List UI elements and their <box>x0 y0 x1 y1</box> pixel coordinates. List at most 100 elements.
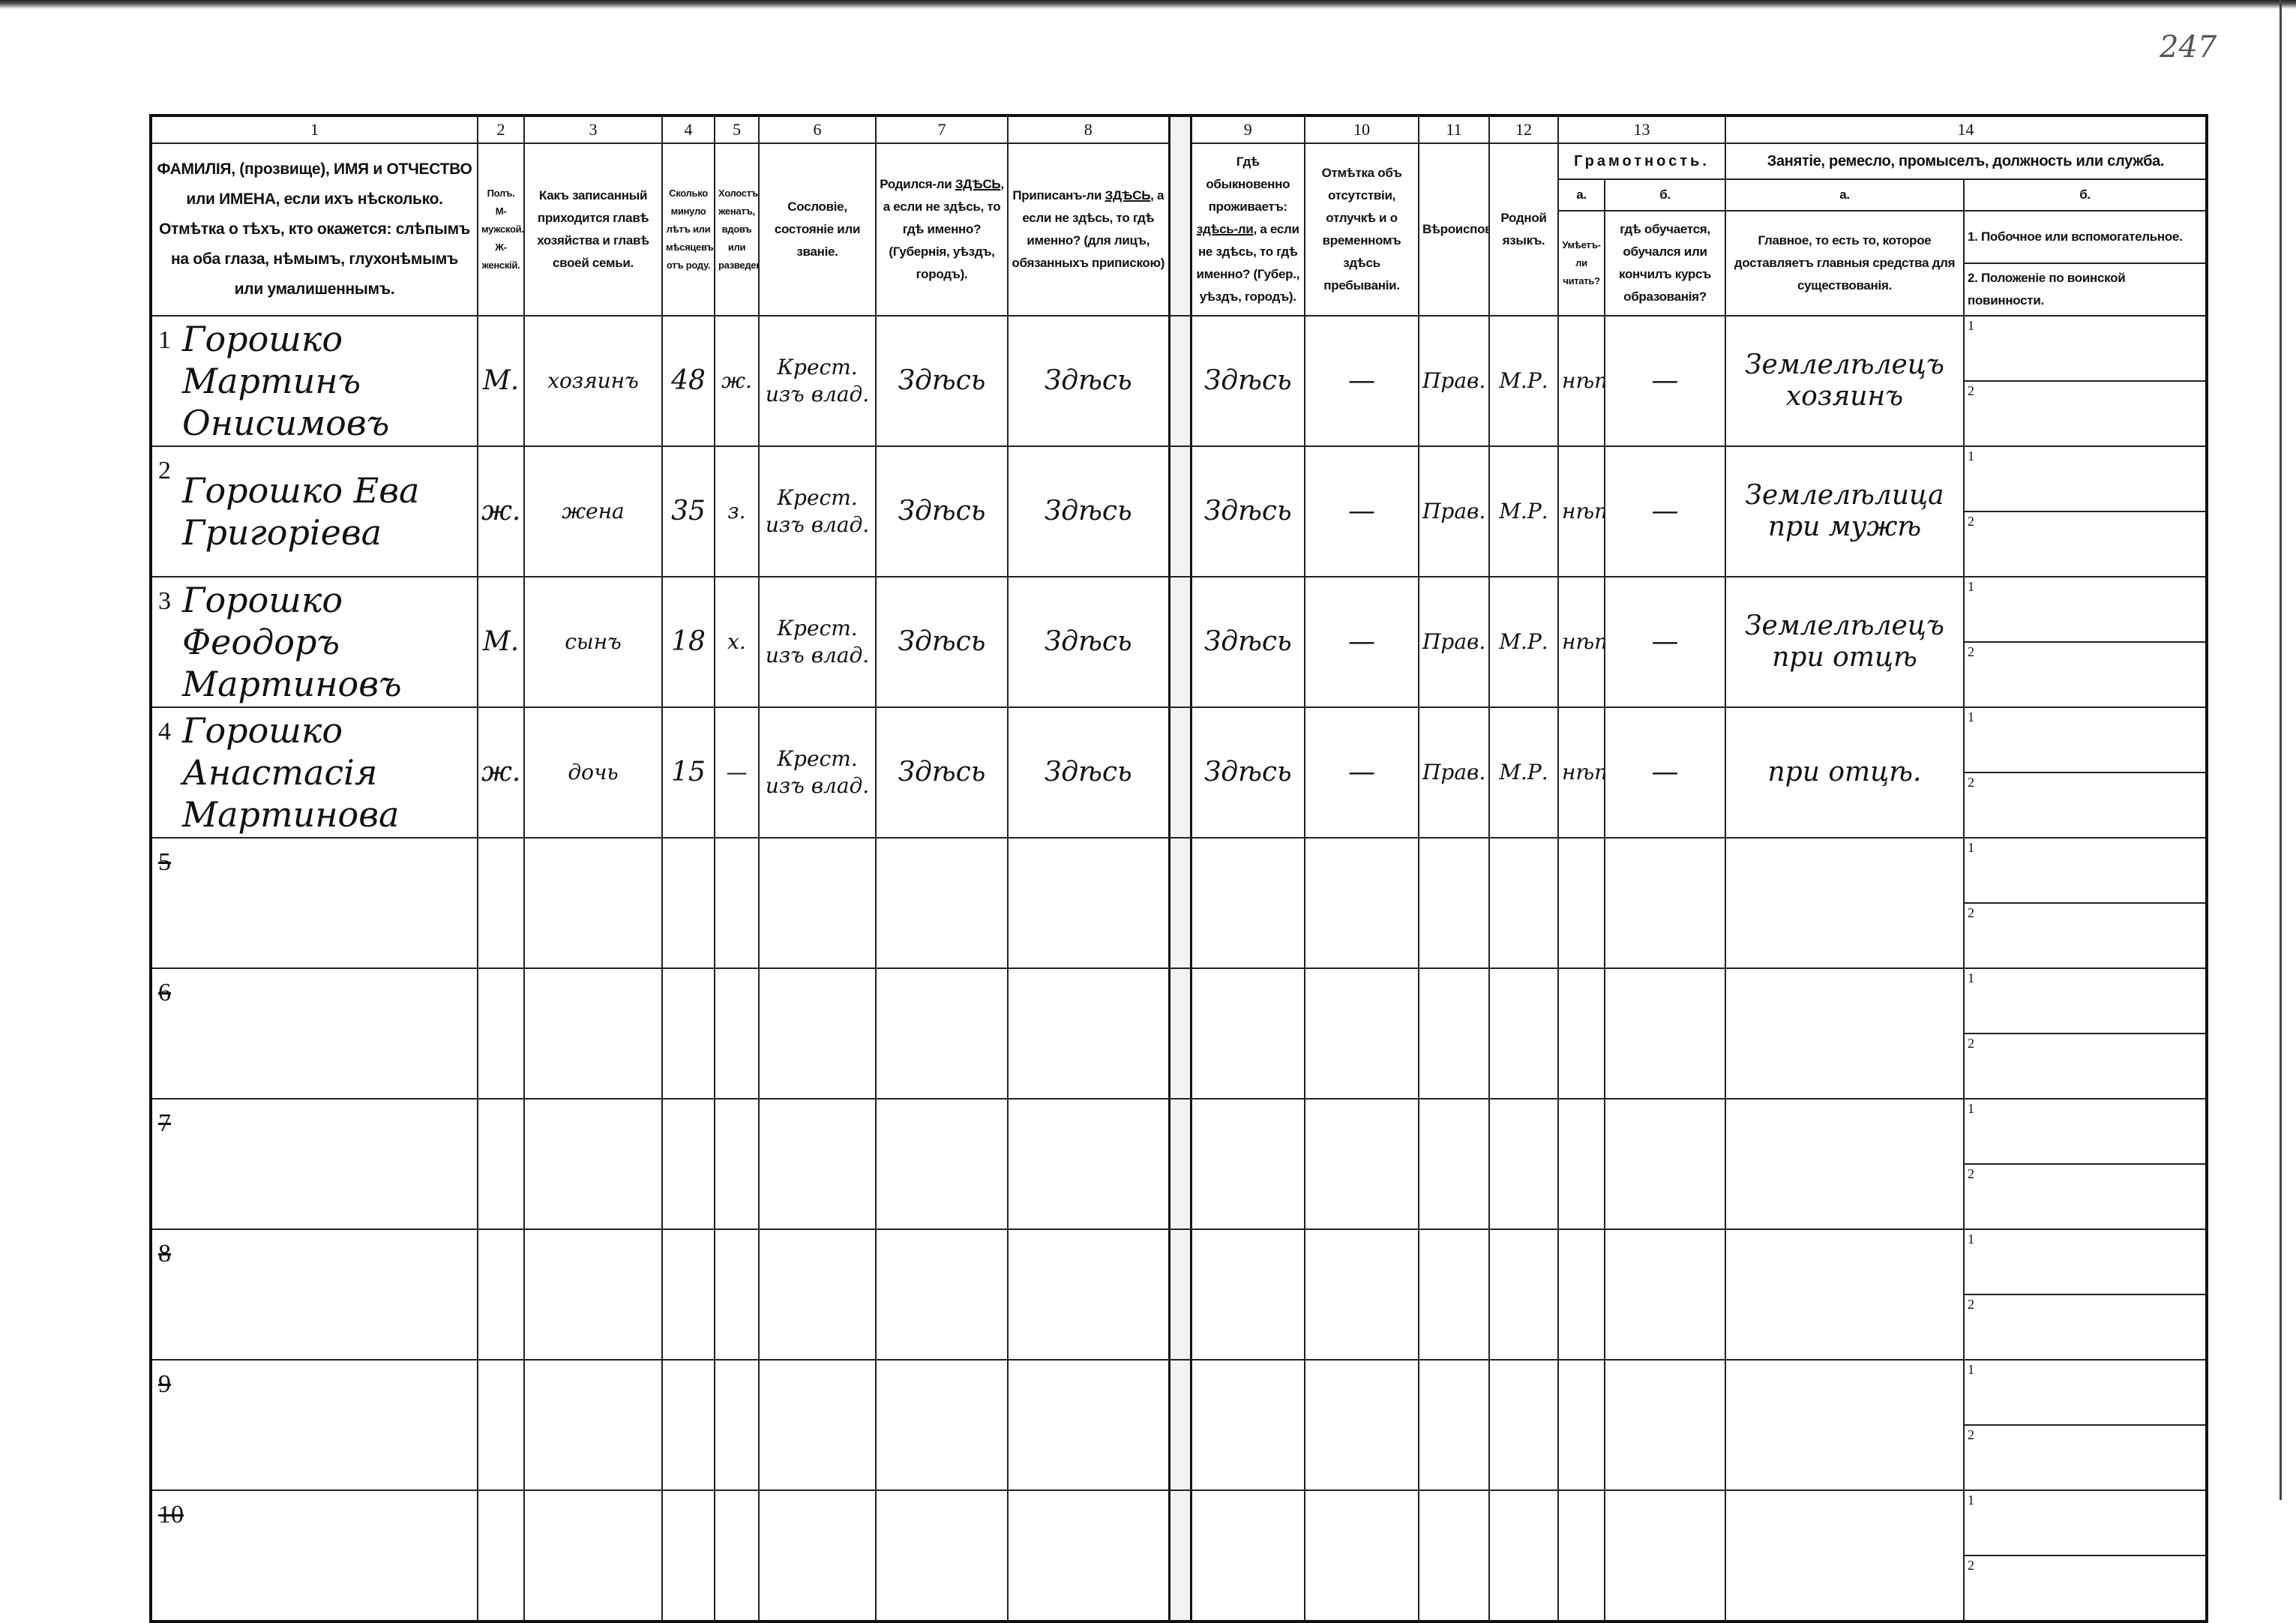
relation-cell[interactable] <box>523 1098 663 1230</box>
age-cell[interactable] <box>661 1359 715 1491</box>
military-status-cell[interactable]: 2 <box>1963 902 2208 969</box>
resides-cell[interactable]: Здѣсь <box>1190 576 1305 708</box>
estate-cell[interactable] <box>758 837 877 969</box>
absence-cell[interactable]: — <box>1304 446 1419 578</box>
sex-cell[interactable] <box>477 968 525 1100</box>
literate-cell[interactable] <box>1557 1098 1605 1230</box>
estate-cell[interactable]: Крест. изъ влад. <box>758 315 877 447</box>
sex-cell[interactable] <box>477 837 525 969</box>
language-cell[interactable]: М.Р. <box>1488 446 1559 578</box>
literate-cell[interactable]: нѣтъ <box>1557 576 1605 708</box>
born-cell[interactable]: Здѣсь <box>875 315 1009 447</box>
registered-cell[interactable] <box>1007 1359 1170 1491</box>
absence-cell[interactable] <box>1304 1359 1419 1491</box>
relation-cell[interactable]: жена <box>523 446 663 578</box>
occupation-cell[interactable] <box>1725 968 1965 1100</box>
secondary-occupation-cell[interactable]: 1 <box>1963 446 2208 512</box>
language-cell[interactable]: М.Р. <box>1488 706 1559 838</box>
religion-cell[interactable]: Прав. <box>1418 706 1490 838</box>
sex-cell[interactable] <box>477 1228 525 1360</box>
estate-cell[interactable]: Крест. изъ влад. <box>758 446 877 578</box>
education-cell[interactable] <box>1604 837 1726 969</box>
marital-cell[interactable] <box>714 1359 760 1491</box>
relation-cell[interactable] <box>523 1359 663 1491</box>
marital-cell[interactable]: ж. <box>714 315 760 447</box>
resides-cell[interactable] <box>1190 1359 1305 1491</box>
literate-cell[interactable] <box>1557 968 1605 1100</box>
estate-cell[interactable]: Крест. изъ влад. <box>758 576 877 708</box>
occupation-cell[interactable]: Землелѣлецъ при отцѣ <box>1725 576 1965 708</box>
registered-cell[interactable]: Здѣсь <box>1007 576 1170 708</box>
occupation-cell[interactable] <box>1725 1098 1965 1230</box>
secondary-occupation-cell[interactable]: 1 <box>1963 315 2208 382</box>
education-cell[interactable]: — <box>1604 576 1726 708</box>
sex-cell[interactable]: М. <box>477 315 525 447</box>
religion-cell[interactable]: Прав. <box>1418 576 1490 708</box>
occupation-cell[interactable]: Землелѣлица при мужѣ <box>1725 446 1965 578</box>
born-cell[interactable] <box>875 968 1009 1100</box>
name-cell[interactable]: 1 Горошко Мартинъ Онисимовъ <box>150 315 478 447</box>
military-status-cell[interactable]: 2 <box>1963 1163 2208 1230</box>
secondary-occupation-cell[interactable]: 1 <box>1963 706 2208 773</box>
secondary-occupation-cell[interactable]: 1 <box>1963 576 2208 643</box>
resides-cell[interactable]: Здѣсь <box>1190 446 1305 578</box>
born-cell[interactable]: Здѣсь <box>875 706 1009 838</box>
language-cell[interactable] <box>1488 1228 1559 1360</box>
age-cell[interactable] <box>661 837 715 969</box>
sex-cell[interactable]: ж. <box>477 706 525 838</box>
sex-cell[interactable]: М. <box>477 576 525 708</box>
marital-cell[interactable] <box>714 968 760 1100</box>
born-cell[interactable] <box>875 837 1009 969</box>
secondary-occupation-cell[interactable]: 1 <box>1963 1490 2208 1556</box>
sex-cell[interactable]: ж. <box>477 446 525 578</box>
estate-cell[interactable] <box>758 1228 877 1360</box>
language-cell[interactable] <box>1488 1359 1559 1491</box>
relation-cell[interactable]: сынъ <box>523 576 663 708</box>
military-status-cell[interactable]: 2 <box>1963 641 2208 708</box>
education-cell[interactable] <box>1604 1359 1726 1491</box>
marital-cell[interactable] <box>714 1490 760 1622</box>
estate-cell[interactable] <box>758 1359 877 1491</box>
sex-cell[interactable] <box>477 1359 525 1491</box>
marital-cell[interactable] <box>714 837 760 969</box>
absence-cell[interactable]: — <box>1304 576 1419 708</box>
language-cell[interactable]: М.Р. <box>1488 576 1559 708</box>
registered-cell[interactable] <box>1007 1228 1170 1360</box>
language-cell[interactable]: М.Р. <box>1488 315 1559 447</box>
religion-cell[interactable] <box>1418 1490 1490 1622</box>
resides-cell[interactable]: Здѣсь <box>1190 706 1305 838</box>
age-cell[interactable] <box>661 1228 715 1360</box>
name-cell[interactable]: 10 <box>150 1490 478 1622</box>
name-cell[interactable]: 6 <box>150 968 478 1100</box>
born-cell[interactable] <box>875 1228 1009 1360</box>
name-cell[interactable]: 2 Горошко Ева Григорiева <box>150 446 478 578</box>
relation-cell[interactable] <box>523 1490 663 1622</box>
sex-cell[interactable] <box>477 1490 525 1622</box>
resides-cell[interactable] <box>1190 968 1305 1100</box>
name-cell[interactable]: 4 Горошко Анастасiя Мартинова <box>150 706 478 838</box>
secondary-occupation-cell[interactable]: 1 <box>1963 1359 2208 1426</box>
estate-cell[interactable] <box>758 968 877 1100</box>
military-status-cell[interactable]: 2 <box>1963 772 2208 838</box>
relation-cell[interactable] <box>523 837 663 969</box>
education-cell[interactable] <box>1604 1098 1726 1230</box>
age-cell[interactable] <box>661 1490 715 1622</box>
name-cell[interactable]: 8 <box>150 1228 478 1360</box>
occupation-cell[interactable] <box>1725 1490 1965 1622</box>
relation-cell[interactable]: хозяинъ <box>523 315 663 447</box>
military-status-cell[interactable]: 2 <box>1963 1033 2208 1100</box>
religion-cell[interactable] <box>1418 1359 1490 1491</box>
registered-cell[interactable] <box>1007 837 1170 969</box>
occupation-cell[interactable]: при отцѣ. <box>1725 706 1965 838</box>
education-cell[interactable]: — <box>1604 446 1726 578</box>
literate-cell[interactable] <box>1557 837 1605 969</box>
marital-cell[interactable] <box>714 1098 760 1230</box>
secondary-occupation-cell[interactable]: 1 <box>1963 837 2208 904</box>
literate-cell[interactable] <box>1557 1490 1605 1622</box>
resides-cell[interactable]: Здѣсь <box>1190 315 1305 447</box>
born-cell[interactable] <box>875 1359 1009 1491</box>
relation-cell[interactable] <box>523 968 663 1100</box>
estate-cell[interactable] <box>758 1490 877 1622</box>
secondary-occupation-cell[interactable]: 1 <box>1963 1098 2208 1165</box>
born-cell[interactable]: Здѣсь <box>875 446 1009 578</box>
